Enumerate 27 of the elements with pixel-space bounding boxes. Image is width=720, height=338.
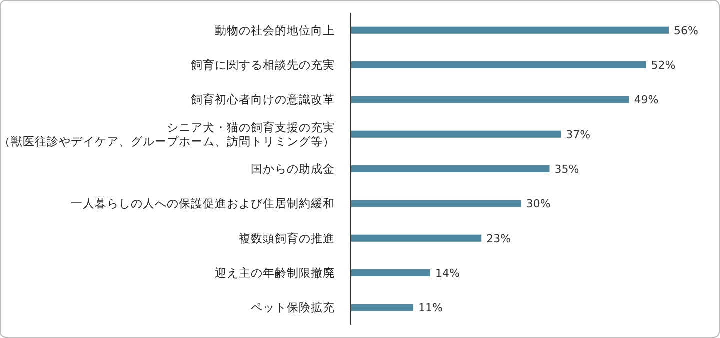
y-tick-label: ペット保険拡充 — [251, 300, 335, 315]
y-tick-label: 飼育初心者向けの意識改革 — [191, 92, 335, 107]
data-label: 14% — [436, 266, 460, 280]
data-label: 56% — [674, 24, 698, 38]
bar — [351, 166, 550, 173]
bar — [351, 96, 630, 104]
bar — [351, 200, 522, 208]
bar — [351, 234, 482, 242]
data-label: 37% — [566, 128, 591, 142]
y-tick-label: 動物の社会的地位向上 — [215, 23, 335, 38]
y-tick-label: 国からの助成金 — [251, 162, 335, 176]
y-tick-label: 迎え主の年齢制限撤廃 — [215, 266, 335, 280]
y-tick-label: シニア犬・猫の飼育支援の充実（獣医往診やデイケア、グループホーム、訪問トリミング等） — [0, 120, 335, 148]
bar — [351, 130, 562, 138]
bar — [351, 62, 646, 69]
data-label: 23% — [486, 232, 512, 246]
data-label: 35% — [554, 162, 580, 176]
y-tick-label: 一人暮らしの人への保護促進および住居制約緩和 — [71, 196, 335, 211]
data-label: 30% — [526, 198, 551, 211]
bar — [351, 270, 430, 277]
data-label: 11% — [418, 302, 443, 315]
y-tick-label: 複数頭飼育の推進 — [239, 231, 335, 246]
y-tick-label: 飼育に関する相談先の充実 — [191, 58, 335, 72]
bar — [351, 304, 414, 312]
data-label: 49% — [634, 94, 659, 107]
data-label: 52% — [651, 58, 676, 72]
bar — [351, 26, 669, 34]
